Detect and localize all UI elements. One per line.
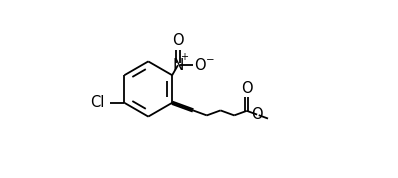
Text: N: N	[172, 58, 183, 73]
Text: O: O	[172, 33, 184, 48]
Text: Cl: Cl	[90, 95, 105, 110]
Text: O$^{-}$: O$^{-}$	[194, 57, 215, 73]
Text: O: O	[241, 81, 253, 96]
Text: +: +	[180, 52, 188, 62]
Text: O: O	[251, 107, 263, 122]
